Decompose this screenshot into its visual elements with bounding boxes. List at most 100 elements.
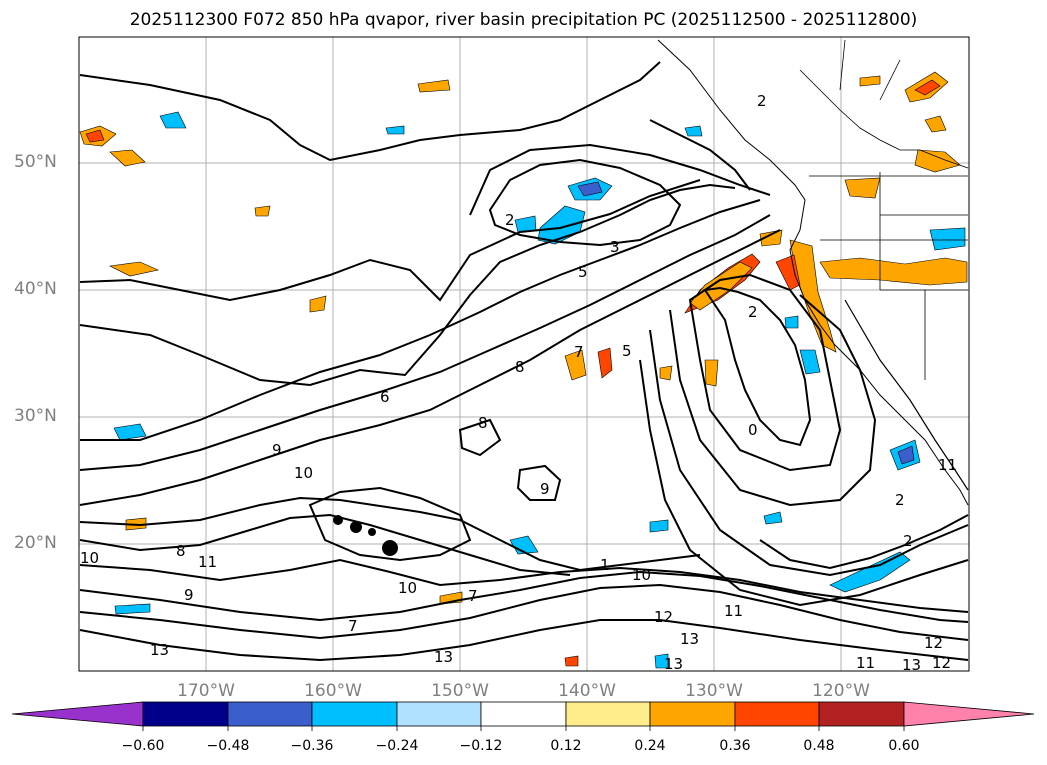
colorbar-tick-label: 0.24 bbox=[634, 738, 666, 754]
precip-patch bbox=[789, 239, 837, 353]
contour-label: 8 bbox=[478, 414, 488, 432]
precip-patch bbox=[113, 423, 147, 441]
contour-label: 10 bbox=[398, 579, 417, 597]
precip-patch bbox=[924, 115, 947, 133]
contour-label: 9 bbox=[540, 480, 550, 498]
precip-patch bbox=[914, 149, 961, 173]
contour-label: 13 bbox=[902, 656, 921, 674]
colorbar-segment bbox=[565, 701, 651, 727]
precip-patch bbox=[763, 511, 783, 525]
lon-label: 140°W bbox=[558, 681, 616, 701]
contour-label: 9 bbox=[272, 441, 282, 459]
qvapor-contours bbox=[79, 61, 969, 662]
contour-label: 3 bbox=[610, 238, 620, 256]
precip-patch bbox=[859, 75, 881, 87]
colorbar-tick-label: −0.48 bbox=[206, 738, 250, 754]
contour-label: 11 bbox=[856, 654, 875, 672]
contour-label: 10 bbox=[294, 464, 313, 482]
colorbar-tick-label: 0.48 bbox=[803, 738, 835, 754]
contour-label: 2 bbox=[505, 211, 515, 229]
contour-label: 7 bbox=[574, 343, 584, 361]
contour-label: 12 bbox=[654, 608, 673, 626]
precip-patch bbox=[564, 655, 579, 667]
precip-patch bbox=[897, 445, 915, 465]
colorbar-segment bbox=[649, 701, 736, 727]
precip-patch bbox=[85, 129, 105, 143]
precip-patch bbox=[385, 125, 405, 135]
contour-label: 11 bbox=[198, 553, 217, 571]
contour-label: 12 bbox=[932, 654, 951, 672]
colorbar-segment bbox=[818, 701, 905, 727]
colorbar-segment bbox=[142, 701, 229, 727]
contour-label: 2 bbox=[748, 303, 758, 321]
precip-patch bbox=[929, 227, 966, 251]
lon-label: 120°W bbox=[812, 681, 870, 701]
colorbar-tick-label: 0.36 bbox=[719, 738, 751, 754]
precip-patch bbox=[689, 261, 753, 311]
precip-patch bbox=[844, 177, 881, 199]
precip-patch bbox=[775, 254, 801, 291]
colorbar-segment bbox=[480, 701, 567, 727]
colorbar-tick-label: −0.24 bbox=[375, 738, 419, 754]
precip-patches bbox=[79, 71, 968, 669]
lat-label: 40°N bbox=[14, 279, 57, 299]
precip-patch bbox=[759, 229, 783, 247]
contour-label: 8 bbox=[176, 542, 186, 560]
precip-patch bbox=[109, 149, 146, 167]
colorbar-tick-label: −0.12 bbox=[459, 738, 503, 754]
precip-patch bbox=[684, 125, 703, 137]
map-frame bbox=[78, 36, 970, 672]
contour-label: 10 bbox=[80, 549, 99, 567]
contour-label: 11 bbox=[724, 602, 743, 620]
precip-patch bbox=[654, 653, 669, 669]
lon-label: 150°W bbox=[431, 681, 489, 701]
contour-labels: 2 2 2 2 2 3 5 5 6 7 7 7 8 8 8 9 9 9 10 1… bbox=[80, 92, 957, 674]
precip-patch bbox=[799, 349, 821, 375]
colorbar-segment bbox=[227, 701, 313, 727]
contour-label: 0 bbox=[748, 421, 758, 439]
precip-patch bbox=[564, 349, 587, 381]
contour-label: 13 bbox=[150, 641, 169, 659]
precip-patch bbox=[704, 359, 719, 387]
colorbar-tick-label: −0.60 bbox=[121, 738, 165, 754]
lon-label: 160°W bbox=[304, 681, 362, 701]
lat-label: 30°N bbox=[14, 406, 57, 426]
precip-patch bbox=[159, 111, 187, 129]
colorbar-segment bbox=[311, 701, 398, 727]
colorbar-tick-label: −0.36 bbox=[290, 738, 334, 754]
colorbar-tick-label: 0.60 bbox=[888, 738, 920, 754]
contour-label: 9 bbox=[184, 586, 194, 604]
precip-patch bbox=[914, 79, 941, 96]
contour-label: 7 bbox=[468, 587, 478, 605]
precip-patch bbox=[784, 315, 799, 329]
precip-patch bbox=[819, 257, 968, 286]
precip-patch bbox=[309, 295, 327, 313]
precip-patch bbox=[114, 603, 151, 615]
precip-patch bbox=[514, 215, 537, 233]
precip-patch bbox=[108, 261, 159, 277]
contour-label: 2 bbox=[895, 491, 905, 509]
contour-label: 12 bbox=[924, 634, 943, 652]
contour-label: 10 bbox=[632, 566, 651, 584]
colorbar-ticks bbox=[142, 726, 905, 731]
colorbar-segment bbox=[396, 701, 482, 727]
contour-label: 13 bbox=[680, 630, 699, 648]
contour-label: 13 bbox=[434, 648, 453, 666]
lon-label: 170°W bbox=[177, 681, 235, 701]
contour-label: 7 bbox=[348, 617, 358, 635]
precip-patch bbox=[417, 79, 451, 93]
colorbar-tick-label: 0.12 bbox=[550, 738, 582, 754]
precip-patch bbox=[649, 519, 669, 533]
islands bbox=[333, 515, 398, 556]
contour-label: 8 bbox=[515, 358, 525, 376]
contour-label: 11 bbox=[938, 456, 957, 474]
lat-label: 20°N bbox=[14, 533, 57, 553]
contour-label: 5 bbox=[622, 342, 632, 360]
lon-label: 130°W bbox=[685, 681, 743, 701]
contour-label: 2 bbox=[903, 532, 913, 550]
figure-title: 2025112300 F072 850 hPa qvapor, river ba… bbox=[129, 10, 918, 30]
coastlines bbox=[657, 39, 969, 506]
precip-patch bbox=[254, 205, 271, 217]
colorbar-extend-right bbox=[903, 701, 1035, 727]
